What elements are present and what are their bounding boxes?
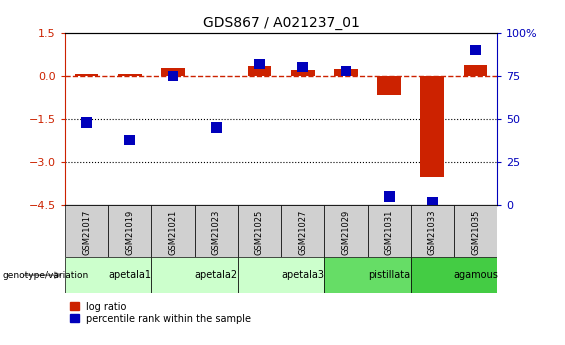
Bar	[161, 68, 185, 76]
Bar	[211, 122, 221, 133]
Bar	[194, 205, 238, 257]
Bar	[168, 71, 179, 81]
Bar	[297, 62, 308, 72]
Text: GSM21027: GSM21027	[298, 209, 307, 255]
Text: GSM21035: GSM21035	[471, 209, 480, 255]
Bar	[470, 45, 481, 55]
Bar	[411, 257, 497, 293]
Text: GSM21025: GSM21025	[255, 209, 264, 255]
Bar	[427, 197, 438, 207]
Bar	[118, 74, 142, 76]
Text: GSM21021: GSM21021	[168, 209, 177, 255]
Bar	[238, 257, 324, 293]
Bar	[65, 205, 108, 257]
Bar	[81, 117, 92, 128]
Bar	[384, 191, 394, 202]
Bar	[247, 66, 271, 76]
Bar	[464, 65, 488, 76]
Bar	[238, 205, 281, 257]
Text: apetala1: apetala1	[108, 270, 151, 280]
Bar	[411, 205, 454, 257]
Title: GDS867 / A021237_01: GDS867 / A021237_01	[203, 16, 359, 30]
Bar	[334, 69, 358, 76]
Text: GSM21019: GSM21019	[125, 209, 134, 255]
Text: GSM21017: GSM21017	[82, 209, 91, 255]
Text: agamous: agamous	[453, 270, 498, 280]
Bar	[205, 76, 228, 77]
Bar	[367, 205, 411, 257]
Text: GSM21033: GSM21033	[428, 209, 437, 255]
Text: pistillata: pistillata	[368, 270, 410, 280]
Legend: log ratio, percentile rank within the sample: log ratio, percentile rank within the sa…	[70, 302, 251, 324]
Bar	[420, 76, 444, 177]
Text: apetala3: apetala3	[281, 270, 324, 280]
Bar	[108, 205, 151, 257]
Text: apetala2: apetala2	[195, 270, 238, 280]
Bar	[377, 76, 401, 95]
Bar	[151, 257, 238, 293]
Text: GSM21023: GSM21023	[212, 209, 221, 255]
Bar	[341, 66, 351, 76]
Bar	[124, 135, 135, 145]
Bar	[254, 59, 265, 69]
Bar	[75, 75, 98, 76]
Bar	[151, 205, 194, 257]
Bar	[454, 205, 497, 257]
Bar	[281, 205, 324, 257]
Bar	[291, 70, 315, 76]
Bar	[65, 257, 151, 293]
Text: GSM21029: GSM21029	[341, 209, 350, 255]
Bar	[324, 257, 411, 293]
Text: GSM21031: GSM21031	[385, 209, 394, 255]
Bar	[324, 205, 368, 257]
Text: genotype/variation: genotype/variation	[3, 270, 89, 280]
